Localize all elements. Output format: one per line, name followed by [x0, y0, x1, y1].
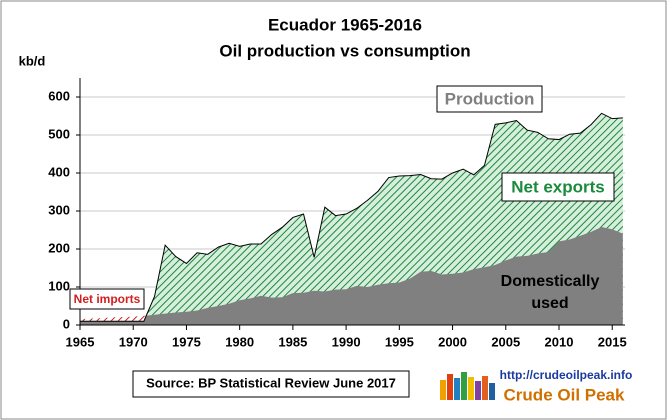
chart-title: Ecuador 1965-2016 [268, 15, 422, 34]
net-exports-label: Net exports [511, 177, 605, 196]
x-tick-label: 2000 [438, 334, 467, 349]
y-axis-label: kb/d [19, 53, 46, 68]
x-tick-label: 2005 [491, 334, 520, 349]
x-tick-label: 1970 [119, 334, 148, 349]
x-tick-label: 1985 [278, 334, 307, 349]
domestic-use-area [80, 226, 623, 325]
source-box [132, 370, 410, 398]
logo [440, 372, 495, 400]
y-tick-label: 400 [48, 164, 70, 179]
x-tick-label: 2010 [545, 334, 574, 349]
y-tick-label: 600 [48, 88, 70, 103]
domestic-use-label: Domestically used [501, 273, 600, 312]
x-tick-label: 1965 [66, 334, 95, 349]
y-tick-label: 0 [63, 316, 70, 331]
logo-url: http://crudeoilpeak.info [500, 368, 633, 382]
x-tick-label: 2015 [598, 334, 627, 349]
chart-subtitle: Oil production vs consumption [219, 41, 470, 60]
x-tick-label: 1990 [332, 334, 361, 349]
net-imports-label-box [69, 288, 145, 310]
source: Source: BP Statistical Review June 2017 [146, 375, 396, 390]
net-imports-label: Net imports [74, 292, 141, 306]
x-tick-label: 1980 [225, 334, 254, 349]
logo-name: Crude Oil Peak [504, 385, 625, 404]
production-label-box [436, 85, 543, 113]
y-tick-label: 100 [48, 278, 70, 293]
y-tick-label: 300 [48, 202, 70, 217]
x-tick-label: 1975 [172, 334, 201, 349]
production-line [80, 112, 623, 322]
net-exports-label-box [501, 172, 615, 202]
y-tick-label: 200 [48, 240, 70, 255]
production-label: Production [445, 89, 535, 108]
x-tick-label: 1995 [385, 334, 414, 349]
y-tick-label: 500 [48, 126, 70, 141]
